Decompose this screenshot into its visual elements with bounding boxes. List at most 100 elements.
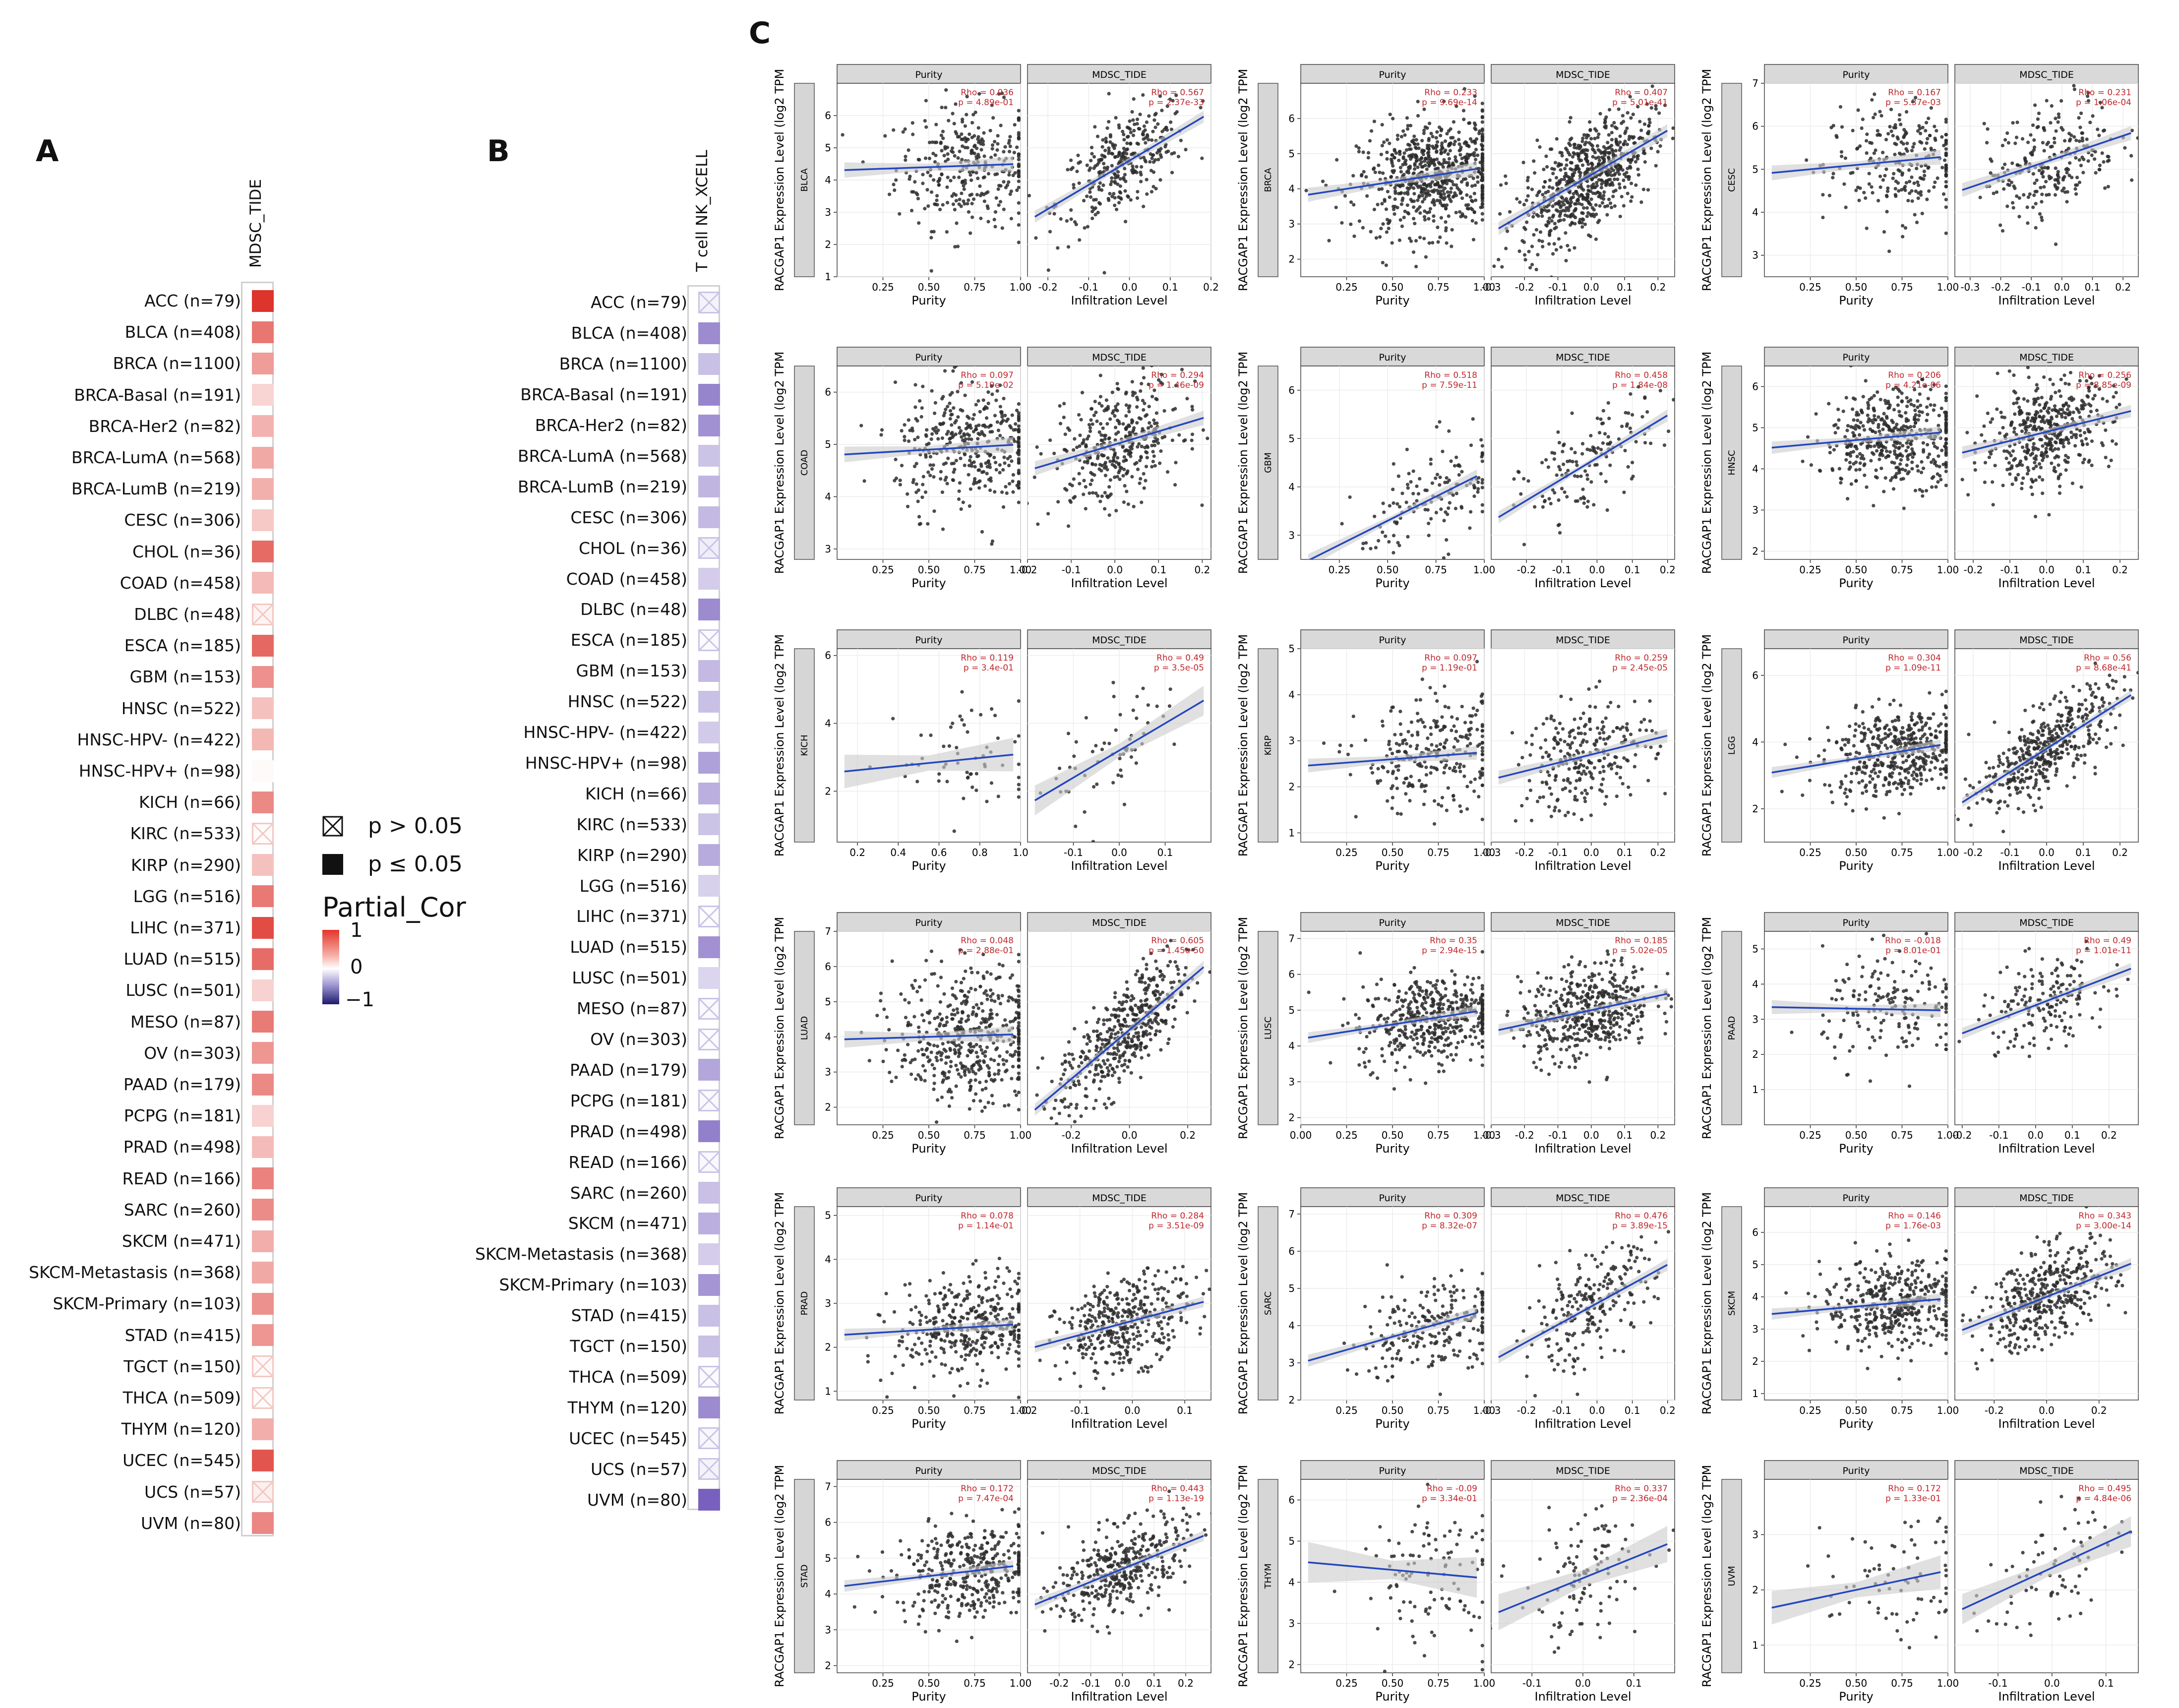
data-point (1901, 235, 1905, 239)
data-point (1056, 500, 1060, 504)
data-point (1877, 457, 1881, 461)
data-point (1944, 417, 1948, 421)
rho-annotation: Rho = 0.206 (1888, 370, 1941, 380)
rho-annotation: Rho = 0.567 (1151, 88, 1204, 98)
data-point (1903, 469, 1907, 473)
heatmap-row-label: UCEC (n=545) (122, 1451, 241, 1470)
data-point (898, 478, 902, 483)
data-point (903, 434, 907, 439)
data-point (1417, 146, 1421, 150)
data-point (1892, 461, 1896, 465)
data-point (1112, 191, 1116, 196)
data-point (1935, 446, 1939, 450)
data-point (1944, 441, 1948, 446)
data-point (928, 455, 933, 459)
data-point (1396, 191, 1401, 195)
data-point (1586, 499, 1590, 503)
regression-line (1034, 417, 1204, 470)
data-point (1611, 194, 1615, 198)
facet-strip (1300, 347, 1485, 366)
data-point (1136, 189, 1140, 194)
data-point (1662, 443, 1667, 447)
data-point (1455, 186, 1459, 190)
data-point (1886, 132, 1890, 136)
data-point (970, 148, 974, 152)
data-point (1006, 417, 1010, 421)
data-point (1135, 165, 1139, 169)
data-point (981, 398, 985, 402)
y-tick-label: 3 (825, 543, 831, 555)
data-point (1454, 210, 1458, 215)
data-point (894, 457, 898, 462)
data-point (1978, 195, 1982, 199)
data-point (2067, 139, 2072, 143)
data-point (951, 478, 955, 482)
rho-annotation: Rho = 0.167 (1888, 88, 1941, 98)
data-point (2101, 397, 2105, 401)
data-point (1017, 411, 1021, 415)
heatmap-row: UVM (n=80) (587, 1484, 720, 1515)
data-point (900, 464, 904, 468)
not-significant-cross-icon (698, 537, 720, 559)
data-point (1566, 244, 1570, 247)
data-point (1391, 117, 1395, 121)
heatmap-cell (252, 290, 274, 312)
data-point (1821, 215, 1825, 220)
data-point (1432, 219, 1436, 223)
data-point (1445, 241, 1449, 245)
data-point (1078, 238, 1082, 242)
data-point (1379, 152, 1383, 157)
data-point (1562, 462, 1566, 466)
data-point (1578, 174, 1582, 178)
data-point (1077, 181, 1081, 185)
data-point (1109, 183, 1113, 186)
data-point (1932, 408, 1936, 412)
data-point (998, 463, 1002, 467)
heatmap-row: GBM (n=153) (576, 656, 720, 686)
data-point (1893, 452, 1897, 456)
data-point (1153, 464, 1157, 468)
data-point (1034, 236, 1038, 240)
data-point (892, 183, 896, 186)
data-point (1114, 405, 1118, 409)
data-point (1185, 397, 1189, 401)
data-point (1361, 547, 1365, 550)
data-point (1679, 128, 1682, 132)
data-point (1531, 215, 1535, 219)
data-point (1094, 410, 1098, 415)
data-point (1135, 171, 1139, 175)
data-point (1110, 390, 1114, 394)
regression-line (844, 444, 1014, 456)
data-point (1888, 403, 1892, 407)
x-tick-label: 0.2 (2112, 564, 2128, 576)
data-point (1869, 459, 1873, 463)
data-point (1522, 477, 1526, 481)
x-tick-label: 0.1 (1617, 281, 1633, 293)
data-point (1140, 500, 1144, 504)
data-point (1107, 149, 1111, 153)
data-point (2074, 192, 2078, 196)
heatmap-row: LUAD (n=515) (123, 943, 274, 975)
data-point (1479, 438, 1483, 442)
data-point (1424, 157, 1428, 161)
data-point (1883, 398, 1887, 403)
data-point (1408, 143, 1412, 147)
data-point (1562, 178, 1567, 182)
data-point (1201, 428, 1205, 432)
p-annotation: p = 4.89e-01 (958, 98, 1014, 108)
data-point (1578, 145, 1582, 149)
data-point (1557, 440, 1562, 445)
data-point (1580, 139, 1584, 143)
data-point (1629, 166, 1633, 170)
data-point (1109, 151, 1114, 155)
data-point (1085, 437, 1090, 441)
data-point (967, 416, 971, 420)
data-point (1926, 413, 1930, 417)
data-point (1058, 404, 1062, 408)
data-point (1456, 137, 1461, 142)
data-point (1556, 430, 1560, 434)
data-point (1406, 535, 1410, 539)
data-point (1096, 454, 1100, 458)
data-point (1832, 424, 1836, 427)
data-point (960, 158, 964, 162)
